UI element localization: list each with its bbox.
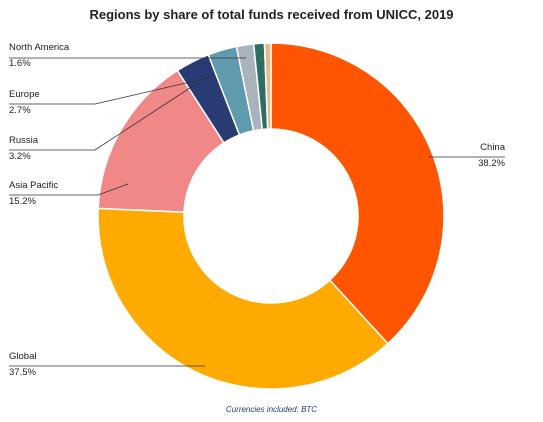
slice-value-asia-pacific: 15.2%: [9, 196, 36, 207]
slice-global: [97, 207, 389, 390]
leader-line-asia-pacific: [9, 183, 129, 196]
slice-label-north-america: North America: [9, 42, 70, 53]
slice-label-global: Global: [9, 351, 36, 362]
slice-label-europe: Europe: [9, 89, 40, 100]
slice-value-europe: 2.7%: [9, 105, 31, 116]
chart-footnote: Currencies included: BTC: [225, 405, 318, 414]
slice-label-russia: Russia: [9, 135, 39, 146]
leader-line-russia: [9, 83, 197, 151]
slice-value-russia: 3.2%: [9, 151, 31, 162]
slice-value-global: 37.5%: [9, 367, 36, 378]
slice-asia-pacific: [97, 69, 225, 213]
slice-label-china: China: [480, 142, 506, 153]
slice-value-north-america: 1.6%: [9, 58, 31, 69]
slice-other-7: [263, 42, 272, 130]
leader-line-europe: [9, 76, 213, 105]
slice-value-china: 38.2%: [478, 158, 505, 169]
slice-china: [270, 42, 445, 345]
chart-title: Regions by share of total funds received…: [89, 7, 454, 22]
slice-label-asia-pacific: Asia Pacific: [9, 180, 58, 191]
